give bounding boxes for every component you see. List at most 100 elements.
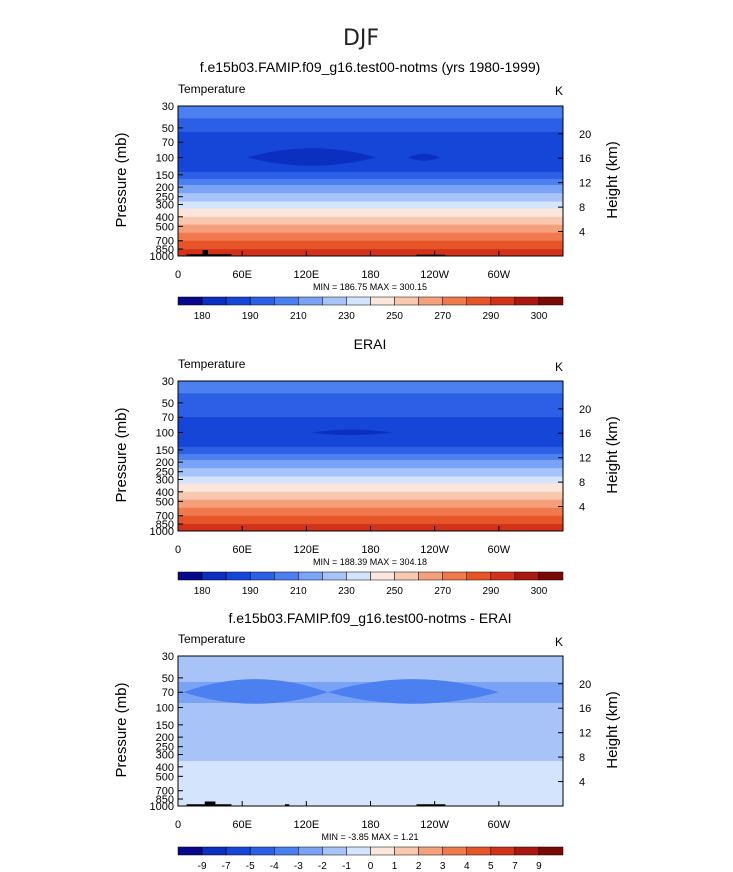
colorbar-label: 180 bbox=[194, 311, 211, 322]
panel-2-units-label: K bbox=[555, 360, 563, 374]
colorbar-swatch bbox=[442, 571, 467, 581]
panel-2-plot-area bbox=[177, 380, 564, 532]
topography-mask bbox=[202, 250, 208, 256]
longitude-tick-label: 60W bbox=[488, 269, 511, 281]
panel-3-height-label: Height (km) bbox=[604, 691, 621, 769]
contour-band bbox=[178, 491, 563, 501]
longitude-tick-label: 0 bbox=[175, 819, 181, 831]
panel-3-height-axis: 20 16 12 8 4 bbox=[558, 679, 591, 789]
pressure-tick-label: 1000 bbox=[150, 251, 174, 263]
colorbar-swatch bbox=[274, 846, 299, 856]
pressure-tick-label: 100 bbox=[156, 428, 174, 440]
colorbar-label: 300 bbox=[531, 311, 548, 322]
pressure-tick-label: 400 bbox=[156, 487, 174, 499]
panel-1-units-label: K bbox=[555, 84, 563, 98]
panel-3-units-label: K bbox=[555, 635, 563, 649]
longitude-tick-label: 60W bbox=[488, 819, 511, 831]
pressure-tick-label: 100 bbox=[156, 153, 174, 165]
colorbar-swatch bbox=[514, 846, 540, 856]
panel-1-title: f.e15b03.FAMIP.f09_g16.test00-notms (yrs… bbox=[200, 59, 541, 75]
longitude-tick-label: 60E bbox=[232, 544, 252, 556]
pressure-tick-label: 700 bbox=[156, 511, 174, 523]
colorbar-label: -9 bbox=[198, 861, 207, 872]
pressure-tick-label: 70 bbox=[162, 687, 174, 699]
pressure-tick-label: 30 bbox=[162, 101, 174, 113]
contour-band bbox=[178, 118, 563, 133]
panel-3-plot-area bbox=[177, 655, 564, 807]
panel-1-variable-label: Temperature bbox=[178, 82, 246, 96]
pressure-tick-label: 250 bbox=[156, 192, 174, 204]
contour-band bbox=[178, 702, 563, 762]
colorbar-swatch bbox=[418, 571, 443, 581]
pressure-tick-label: 500 bbox=[156, 221, 174, 233]
contour-band bbox=[178, 232, 563, 242]
colorbar-label: 7 bbox=[512, 861, 518, 872]
colorbar-label: 9 bbox=[536, 861, 542, 872]
contour-feature bbox=[311, 429, 392, 436]
colorbar-swatch bbox=[394, 571, 419, 581]
longitude-tick-label: 180 bbox=[361, 544, 379, 556]
contour-band bbox=[178, 761, 563, 806]
colorbar-swatch bbox=[322, 571, 347, 581]
pressure-tick-label: 1000 bbox=[150, 526, 174, 538]
pressure-tick-label: 1000 bbox=[150, 801, 174, 813]
colorbar-swatch bbox=[249, 846, 275, 856]
contour-band bbox=[178, 515, 563, 525]
colorbar-swatch bbox=[322, 296, 347, 306]
longitude-tick-label: 180 bbox=[361, 819, 379, 831]
panel-3-minmax: MIN = -3.85 MAX = 1.21 bbox=[321, 832, 418, 842]
pressure-tick-label: 150 bbox=[156, 445, 174, 457]
panel-1-longitude-axis: 0 60E 120E 180 120W 60W bbox=[175, 251, 511, 281]
pressure-tick-label: 50 bbox=[162, 398, 174, 410]
panel-3-longitude-axis: 0 60E 120E 180 120W 60W bbox=[175, 801, 511, 831]
panel-1-height-label: Height (km) bbox=[604, 141, 621, 219]
colorbar-label: 230 bbox=[338, 586, 355, 597]
contour-band bbox=[178, 201, 563, 210]
panel-2-longitude-axis: 0 60E 120E 180 120W 60W bbox=[175, 526, 511, 556]
contour-band bbox=[178, 216, 563, 226]
contour-band bbox=[178, 178, 563, 186]
colorbar-label: 190 bbox=[242, 311, 259, 322]
colorbar-swatch bbox=[225, 296, 251, 306]
colorbar-swatch bbox=[370, 571, 395, 581]
height-tick-label: 16 bbox=[579, 428, 591, 440]
contour-feature bbox=[183, 679, 328, 704]
colorbar-swatch bbox=[177, 846, 203, 856]
colorbar-label: 270 bbox=[434, 586, 451, 597]
colorbar-label: 3 bbox=[440, 861, 446, 872]
panel-3-title: f.e15b03.FAMIP.f09_g16.test00-notms - ER… bbox=[228, 610, 511, 626]
panel-3-colorbar: -9 -7 -5 -4 -3 -2 -1 0 1 2 3 4 5 7 9 bbox=[177, 846, 564, 872]
panel-1-minmax: MIN = 186.75 MAX = 300.15 bbox=[313, 282, 427, 292]
colorbar-swatch bbox=[466, 846, 492, 856]
pressure-tick-label: 300 bbox=[156, 199, 174, 211]
panel-2: ERAI Temperature K 305070100150200250300… bbox=[113, 336, 621, 597]
colorbar-label: 190 bbox=[242, 586, 259, 597]
contour-band bbox=[178, 184, 563, 194]
longitude-tick-label: 120E bbox=[293, 819, 319, 831]
pressure-tick-label: 500 bbox=[156, 771, 174, 783]
pressure-tick-label: 100 bbox=[156, 703, 174, 715]
height-tick-label: 8 bbox=[579, 752, 585, 764]
contour-band bbox=[178, 507, 563, 517]
colorbar-label: 210 bbox=[290, 586, 307, 597]
panel-2-height-axis: 20 16 12 8 4 bbox=[558, 404, 591, 514]
colorbar-swatch bbox=[538, 296, 564, 306]
panel-2-minmax: MIN = 188.39 MAX = 304.18 bbox=[313, 557, 427, 567]
colorbar-swatch bbox=[514, 296, 540, 306]
contour-feature bbox=[327, 679, 499, 704]
colorbar-swatch bbox=[177, 571, 203, 581]
pressure-tick-label: 70 bbox=[162, 137, 174, 149]
colorbar-label: 2 bbox=[416, 861, 422, 872]
colorbar-swatch bbox=[225, 571, 251, 581]
panel-2-title: ERAI bbox=[354, 336, 387, 352]
contour-band bbox=[178, 240, 563, 250]
panel-2-colorbar: 180 190 210 230 250 270 290 300 bbox=[177, 571, 564, 597]
colorbar-swatch bbox=[298, 846, 323, 856]
colorbar-swatch bbox=[394, 296, 419, 306]
contour-band bbox=[178, 106, 563, 119]
colorbar-label: 4 bbox=[464, 861, 470, 872]
pressure-tick-label: 150 bbox=[156, 720, 174, 732]
contour-band bbox=[178, 208, 563, 218]
pressure-tick-label: 500 bbox=[156, 496, 174, 508]
